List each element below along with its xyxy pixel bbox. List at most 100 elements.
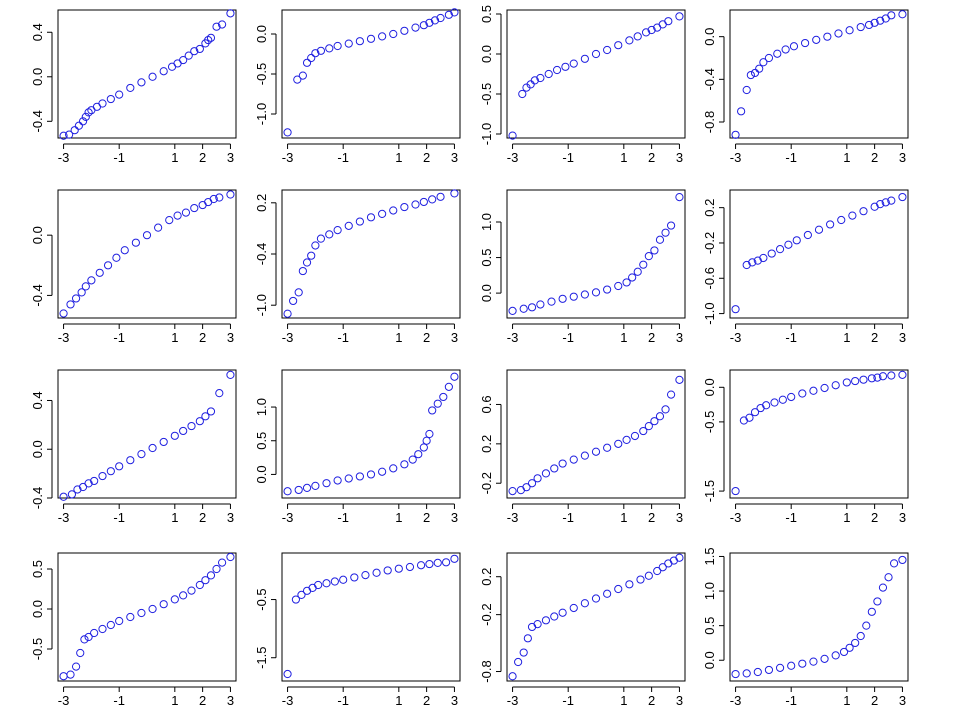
data-point xyxy=(569,603,578,613)
y-tick-label: -0.5 xyxy=(254,588,269,610)
data-point xyxy=(311,49,320,58)
data-point xyxy=(550,612,559,621)
plot-frame xyxy=(729,9,909,139)
x-tick-label: -3 xyxy=(58,330,70,345)
data-point xyxy=(184,51,193,60)
plot-frame xyxy=(729,369,909,499)
data-point xyxy=(419,197,428,207)
data-point xyxy=(527,303,537,312)
data-point xyxy=(366,34,376,43)
y-tick-label: 0.0 xyxy=(479,284,494,302)
data-point xyxy=(450,8,459,17)
data-point xyxy=(73,485,82,494)
y-tick-label: -0.2 xyxy=(479,603,494,625)
x-tick-label: -1 xyxy=(337,330,349,345)
data-point xyxy=(302,483,312,492)
data-point xyxy=(787,661,796,670)
data-point xyxy=(179,591,188,600)
data-point xyxy=(350,573,359,582)
data-point xyxy=(622,435,631,445)
data-point xyxy=(142,231,152,240)
panel-r4c1: -3 -1 1 2 3 -0.5 0.0 0.5 xyxy=(30,552,237,708)
data-point xyxy=(81,282,90,291)
x-tick-label: 2 xyxy=(871,330,878,345)
data-point xyxy=(98,99,107,108)
y-tick-label: 0.0 xyxy=(30,68,45,86)
data-point xyxy=(756,403,765,413)
data-point xyxy=(591,288,601,297)
data-point xyxy=(644,422,653,431)
y-tick-label: -0.4 xyxy=(702,68,717,90)
data-point xyxy=(106,467,115,476)
x-tick-label: -1 xyxy=(562,693,574,708)
data-point xyxy=(209,194,218,204)
data-point xyxy=(215,193,224,202)
x-tick-label: 1 xyxy=(171,510,178,525)
data-point xyxy=(641,28,651,37)
data-point xyxy=(558,294,567,303)
panel-r1c2: -3 -1 1 2 3 -1.0 -0.5 0.0 xyxy=(254,8,461,165)
data-point xyxy=(527,479,537,488)
x-tick-label: -1 xyxy=(113,693,125,708)
data-point xyxy=(316,234,326,243)
data-point xyxy=(746,70,755,80)
data-point xyxy=(742,85,751,95)
data-point xyxy=(519,304,528,313)
y-tick-label: -0.8 xyxy=(702,111,717,133)
x-tick-label: 2 xyxy=(199,330,206,345)
data-point xyxy=(530,76,539,85)
x-tick-label: 3 xyxy=(676,330,683,345)
data-point xyxy=(226,370,235,379)
x-tick-label: 2 xyxy=(423,330,430,345)
data-point xyxy=(206,571,216,580)
data-point xyxy=(773,49,782,58)
data-point xyxy=(661,405,670,414)
x-tick-label: -3 xyxy=(730,510,742,525)
data-point xyxy=(195,580,204,590)
data-point xyxy=(731,305,740,314)
data-point xyxy=(84,108,93,117)
y-tick-label: -1.0 xyxy=(702,302,717,324)
data-point xyxy=(762,401,771,410)
panel-r1c1: -3 -1 1 2 3 -0.4 0.0 0.4 xyxy=(30,9,237,165)
x-tick-label: 1 xyxy=(395,150,402,165)
data-point xyxy=(630,431,640,441)
data-point xyxy=(856,631,865,641)
x-tick-label: 2 xyxy=(423,150,430,165)
y-tick-label: -0.5 xyxy=(30,638,45,660)
data-point xyxy=(444,382,453,391)
data-point xyxy=(217,558,227,567)
x-tick-label: -3 xyxy=(507,330,519,345)
data-point xyxy=(439,392,448,402)
data-point xyxy=(839,647,849,657)
data-point xyxy=(436,13,445,23)
data-point xyxy=(416,561,426,570)
x-tick-label: 1 xyxy=(843,510,850,525)
data-point xyxy=(889,559,899,568)
data-point xyxy=(408,455,417,464)
x-tick-label: 3 xyxy=(676,150,683,165)
panel-r2c2: -3 -1 1 2 3 -1.0 -0.4 0.2 xyxy=(254,189,461,345)
data-point xyxy=(405,562,415,572)
data-point xyxy=(422,436,431,445)
x-tick-label: -3 xyxy=(282,510,294,525)
data-point xyxy=(159,67,168,76)
data-point xyxy=(514,657,523,667)
data-point xyxy=(212,22,221,31)
y-tick-label: 1.5 xyxy=(702,547,717,565)
data-point xyxy=(550,464,559,473)
data-point xyxy=(170,595,179,604)
plot-frame xyxy=(281,369,461,499)
data-point xyxy=(366,470,376,479)
x-tick-label: 2 xyxy=(871,693,878,708)
data-point xyxy=(536,73,545,83)
data-point xyxy=(355,37,364,46)
x-tick-label: -3 xyxy=(507,693,519,708)
data-point xyxy=(834,29,843,38)
x-tick-label: 1 xyxy=(395,330,402,345)
x-tick-label: -1 xyxy=(785,330,797,345)
x-tick-label: -3 xyxy=(58,693,70,708)
data-point xyxy=(664,559,673,568)
data-point xyxy=(90,476,99,486)
x-tick-label: 1 xyxy=(171,330,178,345)
